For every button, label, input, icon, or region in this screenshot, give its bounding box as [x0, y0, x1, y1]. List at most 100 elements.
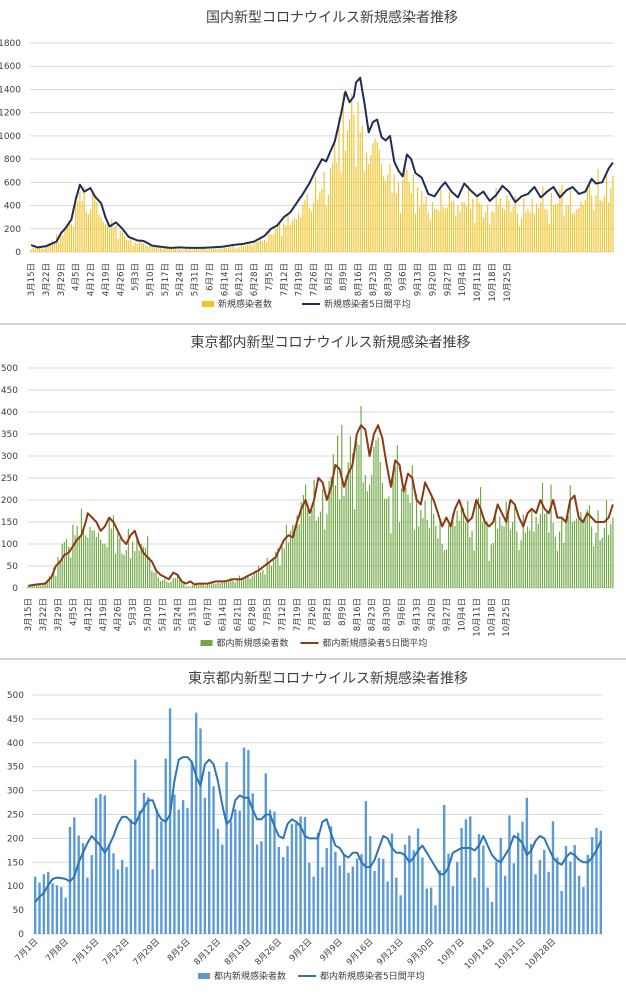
tokyo-recent-bar [534, 874, 537, 934]
tokyo-recent-xtick-label: 7月1日 [14, 937, 41, 964]
tokyo-long-bar [172, 578, 174, 588]
tokyo-long-bar [467, 500, 469, 588]
national-bar [261, 241, 264, 252]
tokyo-long-xtick-label: 6月28日 [248, 598, 258, 631]
tokyo-long-xtick-label: 3月15日 [24, 598, 34, 631]
tokyo-recent-bar [316, 832, 320, 934]
national-bar [270, 234, 272, 252]
national-bar [274, 229, 276, 252]
national-bar [43, 248, 45, 252]
national-bar [599, 199, 601, 252]
tokyo-long-bar [473, 550, 475, 588]
tokyo-long-bar [356, 441, 358, 588]
tokyo-long-bar [38, 583, 40, 588]
tokyo-long-chart: 東京都内新型コロナウイルス新規感染者推移 0 50 100 150 200 250 300 35… [1, 334, 614, 649]
tokyo-long-bar [605, 500, 608, 588]
national-bar [529, 212, 531, 252]
tokyo-long-bar [354, 509, 356, 588]
tokyo-long-bar [388, 496, 390, 588]
tokyo-long-bar [554, 536, 556, 588]
tokyo-long-bar [228, 580, 230, 588]
tokyo-long-bar [57, 557, 59, 588]
tokyo-long-bar [494, 510, 497, 588]
tokyo-recent-xtick-label: 10月28日 [524, 937, 558, 971]
national-bar [89, 209, 92, 252]
national-bar [204, 247, 206, 252]
tokyo-long-bar [304, 484, 307, 588]
national-bar [368, 163, 370, 252]
tokyo-long-ytick-label: 100 [1, 540, 18, 550]
tokyo-recent-bar [125, 867, 128, 934]
tokyo-long-xtick-label: 9月20日 [427, 598, 437, 631]
national-bar [406, 169, 408, 252]
tokyo-long-bar [433, 513, 435, 588]
national-bar [576, 209, 578, 252]
tokyo-long-bar [533, 531, 535, 588]
tokyo-long-bar [328, 480, 330, 588]
national-bar [383, 176, 385, 252]
national-bar [510, 212, 512, 252]
tokyo-long-bar [147, 536, 149, 588]
tokyo-long-bar [196, 585, 198, 588]
national-bar [140, 243, 143, 252]
tokyo-recent-bar [268, 809, 272, 934]
tokyo-recent-bar [486, 887, 489, 934]
tokyo-long-xtick-label: 9月13日 [413, 598, 423, 631]
tokyo-recent-chart: 東京都内新型コロナウイルス新規感染者推移 0 50 100 150 200 250 300 35… [7, 670, 603, 982]
tokyo-recent-bar [342, 854, 346, 934]
tokyo-recent-bar [547, 871, 550, 934]
tokyo-long-bar [392, 474, 394, 588]
national-ytick-label: 800 [4, 155, 21, 165]
tokyo-long-legend-line-label: 都内新規感染者5日間平均 [323, 637, 428, 649]
tokyo-recent-bar [147, 797, 150, 934]
tokyo-recent-xtick-label: 9月2日 [288, 937, 315, 964]
tokyo-long-bar [262, 569, 264, 588]
tokyo-recent-bar [334, 851, 337, 934]
tokyo-long-bar [33, 584, 36, 588]
national-bar [444, 208, 446, 252]
tokyo-recent-bar [234, 809, 237, 934]
national-bar [289, 225, 291, 252]
tokyo-long-bar [102, 543, 104, 588]
national-bar [126, 239, 128, 252]
national-bar [374, 138, 376, 252]
tokyo-long-bar [311, 509, 313, 588]
tokyo-recent-bar [216, 828, 220, 934]
national-bar [448, 191, 451, 252]
tokyo-recent-bar [225, 761, 228, 934]
national-bar [476, 195, 478, 252]
national-bar [132, 245, 134, 252]
tokyo-long-bar [524, 532, 527, 588]
national-bar [221, 248, 223, 252]
tokyo-long-bar [189, 586, 191, 588]
tokyo-long-bar [117, 533, 119, 588]
tokyo-long-bar [484, 520, 486, 588]
tokyo-recent-bar [351, 866, 355, 934]
tokyo-long-xtick-label: 9月6日 [398, 598, 408, 626]
national-bar [480, 204, 482, 252]
tokyo-long-bar [454, 525, 456, 588]
national-bar [361, 125, 363, 252]
tokyo-recent-bar [403, 844, 407, 934]
national-bar [230, 247, 232, 252]
national-xtick-label: 10月18日 [488, 263, 498, 302]
national-bar [293, 218, 295, 252]
national-bar [281, 235, 283, 252]
national-bar [470, 209, 472, 252]
tokyo-recent-ytick-label: 150 [7, 858, 24, 868]
national-bar [300, 217, 302, 252]
national-bar [561, 184, 563, 252]
tokyo-long-bar [422, 518, 424, 588]
national-bar [166, 246, 168, 252]
tokyo-recent-bar [438, 870, 442, 934]
national-title: 国内新型コロナウイルス新規感染者推移 [206, 9, 458, 26]
tokyo-recent-bar [273, 811, 276, 934]
national-bar [77, 201, 79, 252]
tokyo-long-bar [138, 550, 140, 588]
tokyo-long-xtick-label: 7月12日 [278, 598, 288, 631]
tokyo-long-bar [72, 524, 74, 588]
tokyo-long-bar [497, 528, 499, 588]
national-bar [308, 207, 310, 252]
tokyo-recent-bar [221, 844, 224, 934]
tokyo-recent-chart-panel: 東京都内新型コロナウイルス新規感染者推移 0 50 100 150 200 250 300 35… [0, 660, 626, 991]
